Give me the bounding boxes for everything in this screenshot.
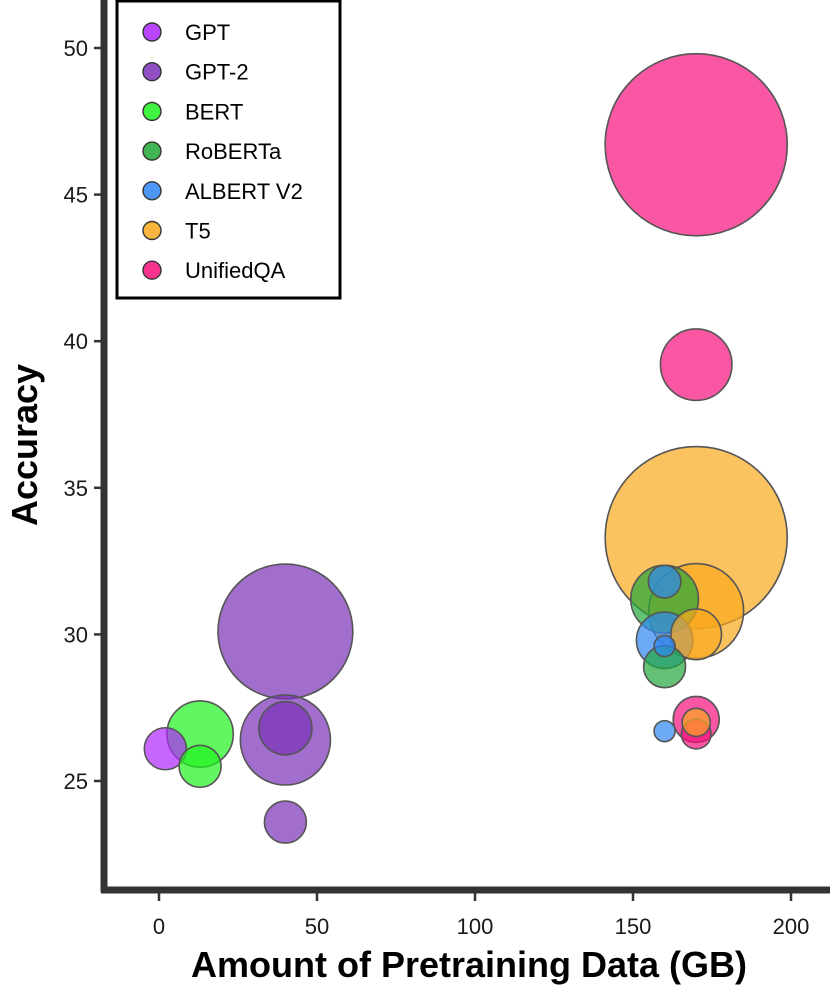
- legend-marker-gpt-2: [142, 61, 162, 82]
- legend: GPT GPT-2 BERT RoBERTa ALBERT V2 T5 UnifiedQA: [115, 0, 342, 300]
- legend-label-gpt-2: GPT-2: [185, 60, 249, 85]
- y-axis-title: Accuracy: [4, 364, 45, 526]
- y-tick-label: 40: [64, 329, 88, 354]
- legend-label-unifiedqa: UnifiedQA: [185, 258, 286, 283]
- bubble-gpt-2-3: [217, 563, 354, 700]
- legend-label-gpt: GPT: [185, 20, 230, 45]
- legend-marker-bert: [142, 101, 162, 122]
- bubble-gpt-2-2: [258, 700, 313, 756]
- bubble-gpt-2-0: [263, 800, 308, 844]
- legend-marker-gpt: [142, 22, 162, 42]
- bubble-albert-v2-3: [647, 564, 682, 599]
- bubble-t5-1: [670, 608, 723, 661]
- x-tick-label: 200: [773, 914, 810, 939]
- bubble-albert-v2-0: [653, 719, 676, 743]
- y-tick-label: 35: [64, 476, 88, 501]
- legend-label-t5: T5: [185, 219, 211, 244]
- bubble-bert-0: [178, 744, 222, 789]
- bubble-albert-v2-1: [653, 634, 676, 658]
- x-tick-label: 0: [153, 914, 165, 939]
- x-tick-label: 100: [457, 914, 494, 939]
- y-tick-label: 45: [64, 183, 88, 208]
- x-tick-label: 150: [615, 914, 652, 939]
- bubble-t5-0: [681, 707, 712, 738]
- x-axis-title: Amount of Pretraining Data (GB): [191, 944, 747, 985]
- y-tick-label: 25: [64, 769, 88, 794]
- bubble-unifiedqa-2: [659, 328, 733, 402]
- y-tick-label: 30: [64, 622, 88, 647]
- legend-label-albert-v2: ALBERT V2: [185, 179, 303, 204]
- legend-marker-t5: [142, 220, 162, 241]
- bubble-gpt-0: [143, 726, 188, 771]
- bubble-layer: [143, 52, 789, 844]
- legend-label-roberta: RoBERTa: [185, 139, 282, 164]
- legend-marker-roberta: [142, 141, 162, 161]
- legend-marker-albert-v2: [142, 181, 162, 201]
- bubble-unifiedqa-3: [604, 52, 789, 237]
- x-axis-ticks: 0 50 100 150 200: [153, 893, 809, 939]
- legend-label-bert: BERT: [185, 99, 243, 124]
- y-axis-ticks: 25 30 35 40 45 50: [64, 36, 102, 794]
- y-tick-label: 50: [64, 36, 88, 61]
- x-tick-label: 50: [305, 914, 329, 939]
- legend-marker-unifiedqa: [142, 260, 162, 280]
